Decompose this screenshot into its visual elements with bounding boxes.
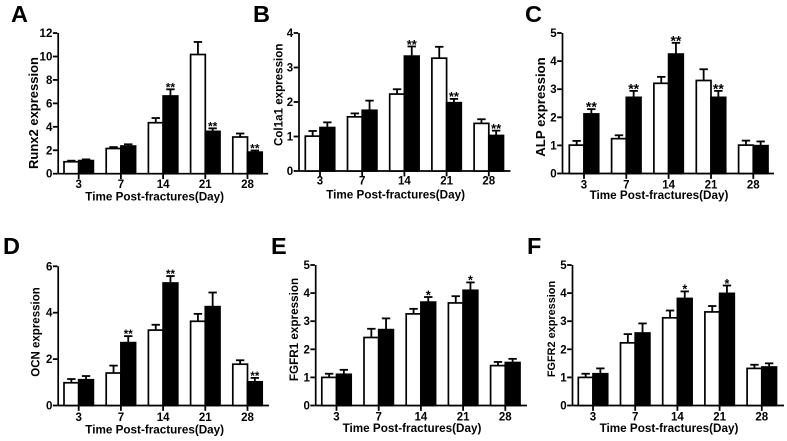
- svg-text:21: 21: [457, 412, 470, 424]
- svg-text:A: A: [11, 1, 28, 27]
- svg-text:14: 14: [157, 179, 170, 191]
- svg-text:FGFR2 expression: FGFR2 expression: [546, 281, 558, 377]
- svg-text:3: 3: [75, 412, 81, 424]
- svg-text:*: *: [426, 288, 431, 302]
- svg-text:14: 14: [662, 179, 675, 191]
- svg-text:3: 3: [333, 412, 339, 424]
- svg-text:**: **: [491, 121, 502, 136]
- svg-text:**: **: [407, 37, 418, 52]
- svg-text:7: 7: [359, 176, 365, 188]
- svg-text:4: 4: [46, 308, 53, 320]
- svg-text:21: 21: [199, 412, 212, 424]
- svg-text:**: **: [166, 80, 176, 94]
- svg-text:**: **: [250, 371, 259, 383]
- svg-text:Time Post-fractures(Day): Time Post-fractures(Day): [85, 424, 224, 437]
- svg-text:14: 14: [157, 412, 170, 424]
- svg-text:5: 5: [560, 260, 567, 272]
- svg-text:0: 0: [550, 169, 556, 181]
- svg-text:0: 0: [303, 401, 309, 413]
- svg-text:Time Post-fractures(Day): Time Post-fractures(Day): [343, 422, 482, 435]
- svg-text:2: 2: [550, 112, 556, 124]
- svg-text:21: 21: [199, 179, 212, 191]
- svg-text:28: 28: [755, 412, 768, 424]
- svg-text:**: **: [208, 120, 218, 134]
- svg-text:3: 3: [581, 179, 587, 191]
- svg-text:3: 3: [590, 412, 596, 424]
- svg-text:2: 2: [46, 145, 52, 157]
- svg-text:28: 28: [241, 179, 254, 191]
- svg-text:**: **: [713, 80, 724, 96]
- svg-text:2: 2: [46, 354, 52, 366]
- svg-text:E: E: [271, 233, 287, 259]
- svg-text:**: **: [250, 142, 260, 156]
- svg-text:21: 21: [713, 412, 726, 424]
- svg-text:28: 28: [482, 176, 495, 188]
- svg-text:28: 28: [499, 412, 512, 424]
- svg-text:6: 6: [46, 261, 52, 273]
- svg-text:4: 4: [46, 122, 53, 134]
- svg-text:14: 14: [415, 412, 428, 424]
- svg-text:**: **: [586, 99, 597, 115]
- svg-text:**: **: [124, 329, 133, 341]
- svg-text:3: 3: [287, 63, 293, 75]
- svg-text:3: 3: [75, 179, 81, 191]
- svg-text:3: 3: [303, 316, 309, 328]
- svg-text:2: 2: [560, 344, 566, 356]
- svg-text:Time Post-fractures(Day): Time Post-fractures(Day): [326, 188, 465, 201]
- svg-text:7: 7: [632, 412, 638, 424]
- svg-text:10: 10: [40, 52, 53, 64]
- svg-text:*: *: [725, 277, 730, 291]
- svg-text:5: 5: [550, 28, 557, 40]
- svg-text:4: 4: [287, 28, 294, 40]
- svg-text:2: 2: [303, 344, 309, 356]
- svg-text:0: 0: [46, 401, 52, 413]
- svg-text:5: 5: [303, 260, 310, 272]
- svg-text:Col1a1 expression: Col1a1 expression: [272, 44, 285, 146]
- svg-text:2: 2: [287, 97, 293, 109]
- svg-text:OCN expression: OCN expression: [31, 287, 43, 376]
- svg-text:7: 7: [375, 412, 381, 424]
- svg-text:0: 0: [287, 166, 293, 178]
- svg-text:7: 7: [118, 179, 124, 191]
- svg-text:28: 28: [241, 412, 254, 424]
- svg-text:Time Post-fractures(Day): Time Post-fractures(Day): [600, 422, 739, 435]
- svg-text:D: D: [3, 233, 20, 259]
- svg-text:1: 1: [287, 132, 294, 144]
- svg-text:**: **: [449, 89, 460, 104]
- svg-text:F: F: [527, 233, 541, 259]
- svg-text:ALP expression: ALP expression: [533, 57, 548, 156]
- svg-text:1: 1: [560, 372, 567, 384]
- svg-text:*: *: [682, 283, 687, 297]
- svg-text:3: 3: [317, 176, 323, 188]
- svg-text:Time Post-fractures(Day): Time Post-fractures(Day): [590, 189, 729, 202]
- svg-text:14: 14: [398, 176, 411, 188]
- svg-text:0: 0: [46, 169, 52, 181]
- svg-text:Runx2 expression: Runx2 expression: [26, 57, 41, 169]
- svg-text:Time Post-fractures(Day): Time Post-fractures(Day): [85, 191, 224, 204]
- svg-text:**: **: [166, 269, 175, 281]
- svg-text:B: B: [253, 1, 270, 27]
- svg-text:7: 7: [118, 412, 124, 424]
- svg-text:4: 4: [550, 56, 557, 68]
- svg-text:1: 1: [303, 372, 310, 384]
- svg-text:4: 4: [303, 288, 310, 300]
- svg-text:7: 7: [623, 179, 629, 191]
- svg-text:3: 3: [560, 316, 566, 328]
- svg-text:1: 1: [550, 140, 557, 152]
- svg-text:6: 6: [46, 98, 52, 110]
- svg-text:FGFR1 expression: FGFR1 expression: [288, 278, 301, 381]
- svg-text:12: 12: [40, 28, 53, 40]
- svg-text:**: **: [628, 80, 639, 96]
- svg-text:21: 21: [440, 176, 453, 188]
- svg-text:21: 21: [705, 179, 718, 191]
- svg-text:*: *: [468, 274, 473, 288]
- svg-text:0: 0: [560, 401, 566, 413]
- svg-text:**: **: [670, 32, 681, 48]
- svg-text:3: 3: [550, 84, 556, 96]
- svg-text:14: 14: [671, 412, 684, 424]
- svg-text:28: 28: [747, 179, 760, 191]
- svg-text:8: 8: [46, 75, 53, 87]
- svg-text:C: C: [525, 1, 542, 27]
- svg-text:4: 4: [560, 288, 567, 300]
